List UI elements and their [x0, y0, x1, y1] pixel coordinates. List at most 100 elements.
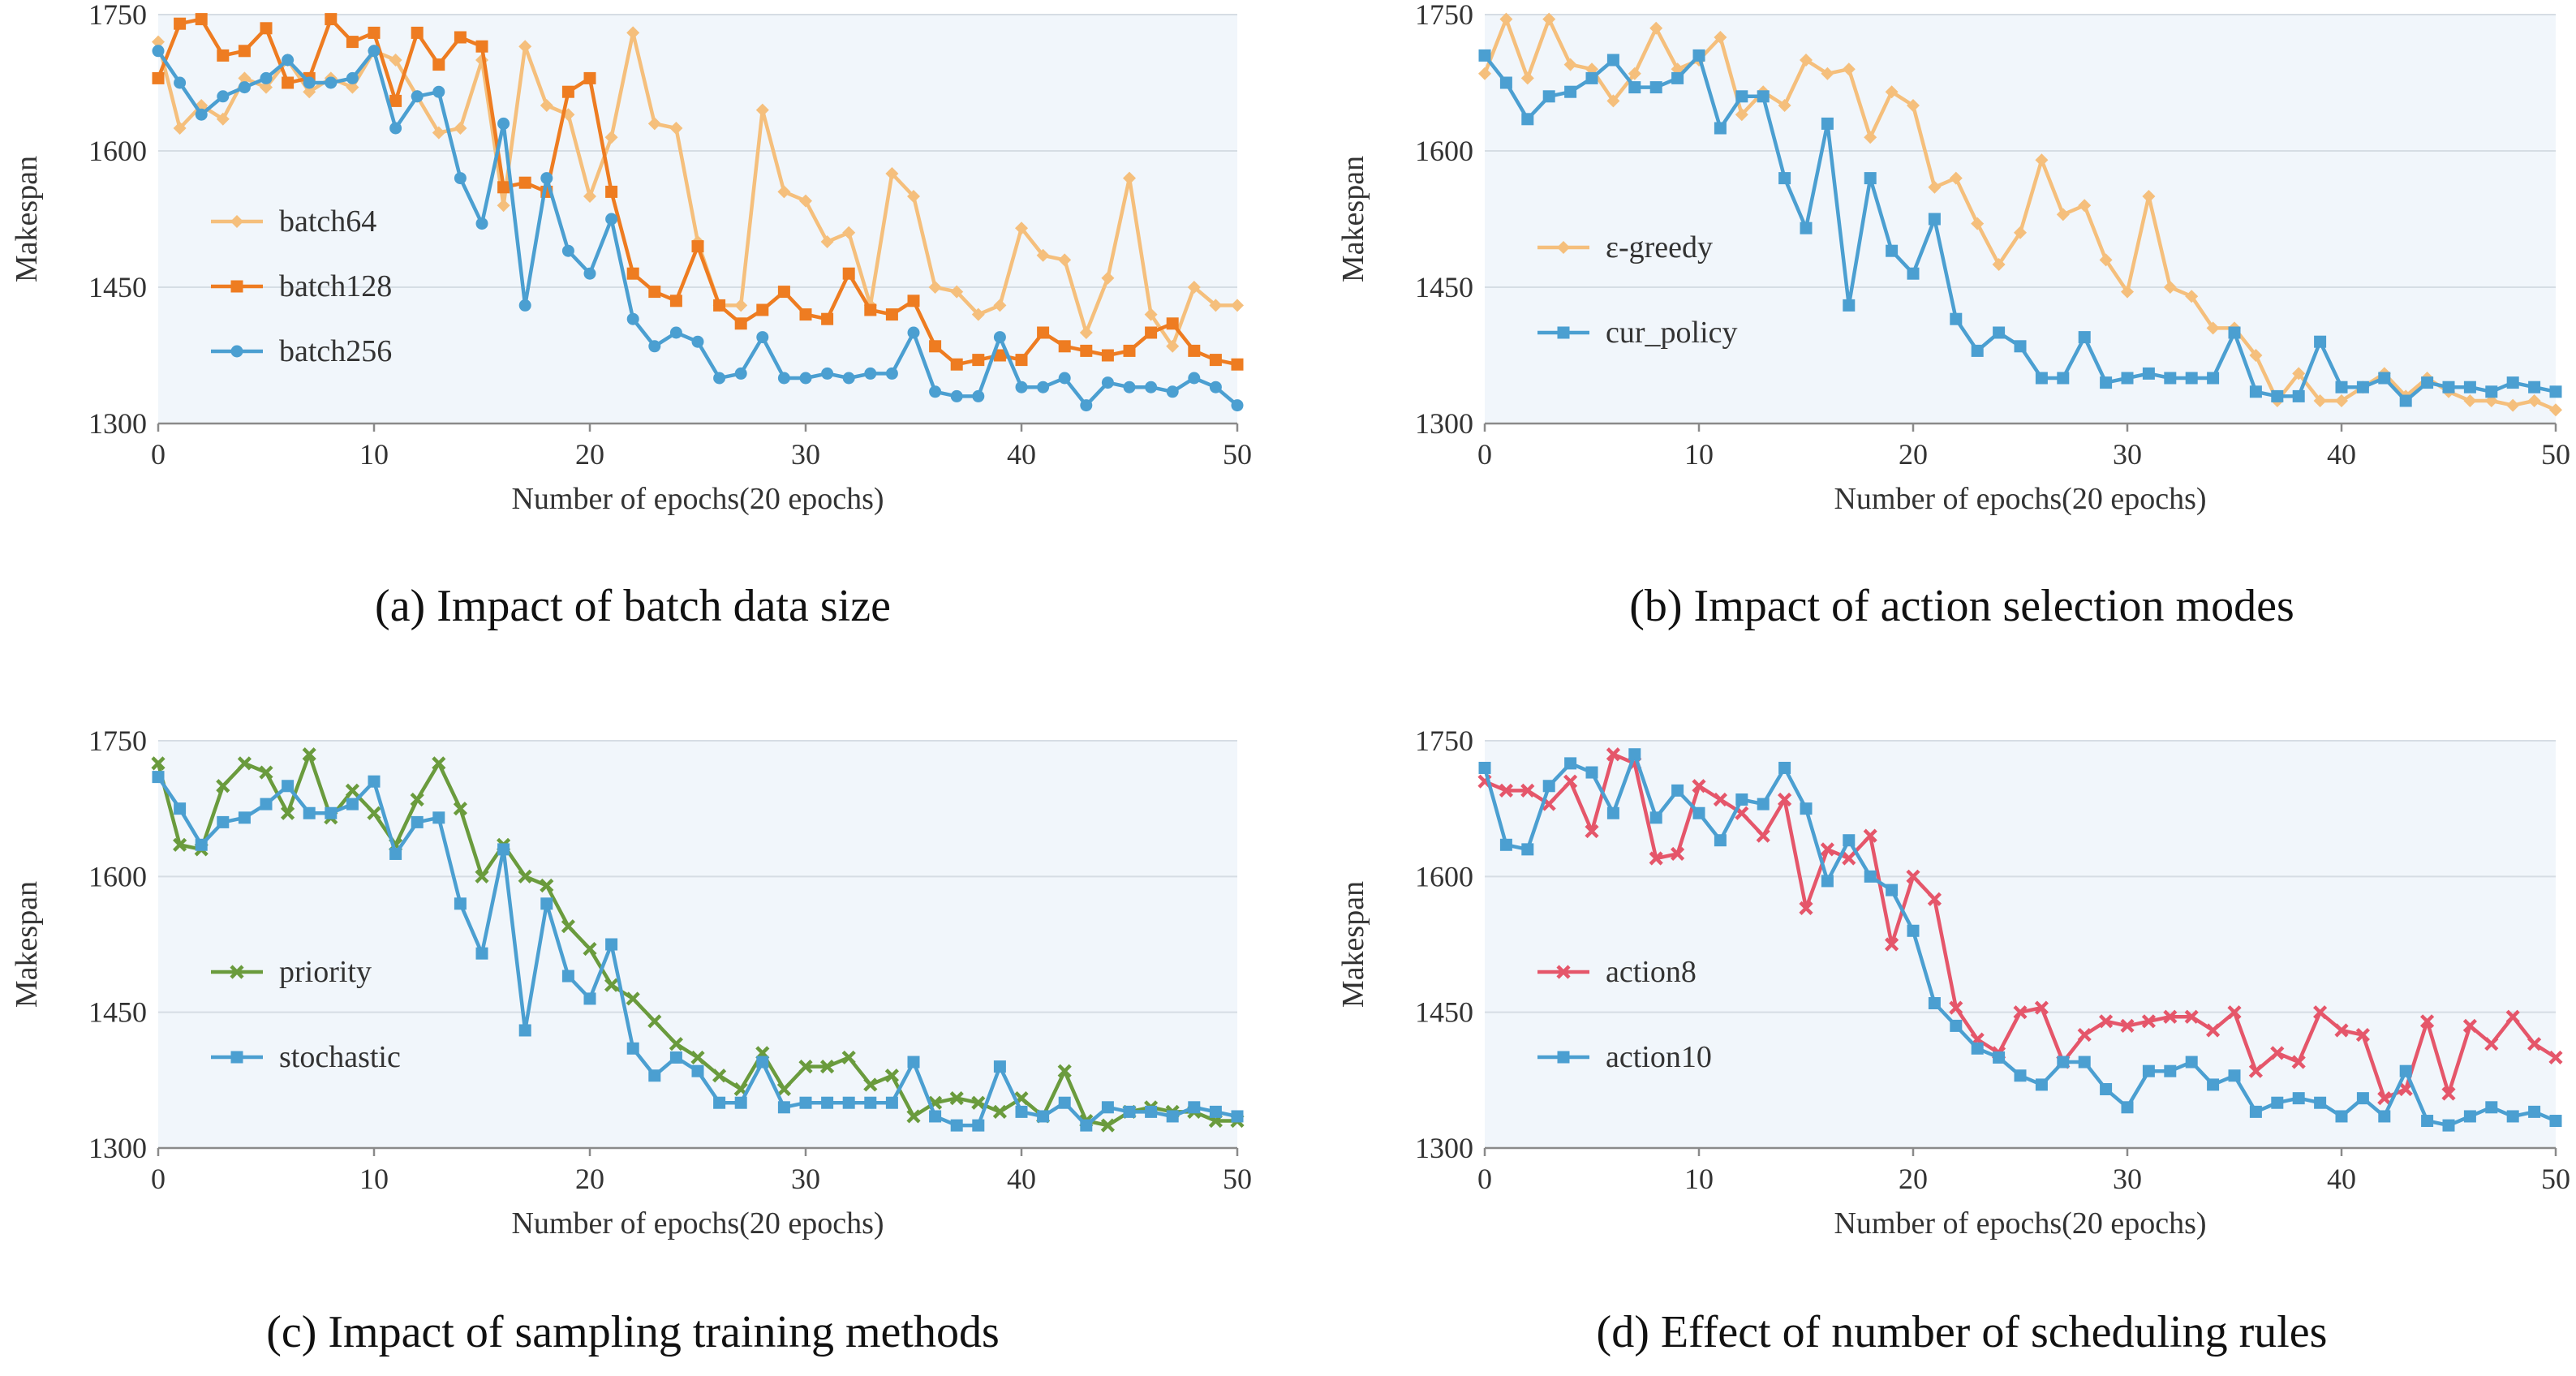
data-point: [2463, 381, 2476, 393]
data-point: [432, 85, 445, 98]
legend-marker: [230, 215, 243, 228]
data-point: [411, 815, 424, 828]
legend-marker: [230, 345, 243, 358]
x-tick-label: 20: [575, 1163, 604, 1195]
data-point: [1714, 834, 1727, 847]
x-tick-label: 10: [1684, 438, 1714, 471]
data-point: [518, 176, 531, 189]
data-point: [411, 90, 424, 103]
data-point: [260, 71, 273, 84]
data-point: [2549, 385, 2562, 398]
data-point: [1628, 81, 1641, 94]
data-point: [2163, 1009, 2178, 1024]
data-point: [1971, 1042, 1984, 1055]
data-point: [1521, 843, 1534, 856]
data-point: [2206, 1023, 2221, 1038]
data-point: [2420, 1014, 2435, 1029]
data-point: [2463, 1110, 2476, 1123]
data-point: [1058, 372, 1071, 385]
data-point: [1735, 793, 1748, 806]
data-point: [605, 185, 618, 198]
data-point: [1886, 884, 1899, 897]
data-point: [1564, 757, 1577, 770]
data-point: [583, 992, 596, 1005]
data-point: [2399, 394, 2412, 407]
data-point: [1542, 12, 1556, 26]
data-point: [389, 54, 402, 67]
data-point: [259, 765, 273, 780]
data-point: [561, 244, 574, 257]
data-point: [626, 26, 640, 40]
data-point: [756, 1056, 769, 1069]
data-point: [2142, 190, 2156, 203]
data-point: [1037, 381, 1050, 393]
x-tick-label: 40: [1007, 1163, 1036, 1195]
data-point: [842, 226, 856, 239]
x-tick-label: 50: [2541, 1163, 2570, 1195]
data-point: [821, 312, 834, 325]
legend-marker: [230, 1051, 243, 1064]
data-point: [1080, 1119, 1093, 1132]
data-point: [1015, 221, 1028, 235]
data-point: [691, 1064, 704, 1077]
data-point: [669, 1037, 683, 1051]
data-point: [1606, 94, 1620, 108]
data-point: [884, 1069, 899, 1083]
data-point: [410, 792, 424, 807]
data-point: [842, 1096, 855, 1109]
data-point: [690, 1050, 705, 1065]
chart-panel-3: 1300 1450 1600 1750 0 10 20 30 40 50 Number of epo…: [1336, 725, 2570, 1241]
data-point: [1058, 1096, 1071, 1109]
data-point: [949, 1091, 964, 1106]
data-point: [217, 815, 230, 828]
x-tick-label: 30: [2113, 1163, 2142, 1195]
data-point: [303, 85, 316, 99]
legend-label: action10: [1606, 1040, 1712, 1074]
data-point: [216, 779, 230, 793]
data-point: [151, 756, 166, 771]
data-point: [1992, 258, 2006, 271]
data-point: [885, 308, 898, 321]
y-tick-label: 1600: [88, 135, 147, 167]
y-axis-label: Makespan: [10, 156, 44, 282]
data-point: [821, 1096, 834, 1109]
data-point: [972, 389, 985, 402]
y-tick-label: 1600: [88, 860, 147, 892]
data-point: [518, 869, 532, 884]
data-point: [1971, 217, 1985, 230]
data-point: [972, 354, 985, 367]
panel-caption: (d) Effect of number of scheduling rules: [1597, 1307, 2328, 1357]
y-tick-label: 1450: [1415, 996, 1473, 1029]
legend-label: cur_policy: [1606, 316, 1738, 350]
plot-background: [158, 741, 1237, 1148]
legend-label: stochastic: [279, 1040, 401, 1074]
data-point: [303, 806, 316, 819]
data-point: [1145, 381, 1158, 393]
plot-background: [1485, 741, 2556, 1148]
data-point: [346, 71, 359, 84]
data-point: [1036, 248, 1050, 262]
legend-item-stochastic: stochastic: [211, 1040, 401, 1074]
data-point: [2292, 1092, 2305, 1105]
data-point: [755, 103, 769, 117]
panel-caption: (a) Impact of batch data size: [375, 581, 891, 631]
data-point: [1520, 71, 1534, 85]
data-point: [2442, 1119, 2455, 1132]
data-point: [302, 747, 316, 762]
legend-label: action8: [1606, 955, 1697, 989]
legend-item-action10: action10: [1537, 1040, 1712, 1074]
data-point: [1671, 846, 1685, 862]
legend-item-action8: action8: [1537, 955, 1697, 989]
data-point: [518, 299, 531, 312]
data-point: [1671, 71, 1684, 84]
data-point: [1864, 131, 1877, 144]
data-point: [238, 45, 251, 58]
data-point: [1907, 924, 1920, 937]
data-point: [799, 194, 812, 208]
legend-label: batch64: [279, 204, 376, 239]
data-point: [540, 99, 553, 112]
y-tick-label: 1300: [88, 1132, 147, 1164]
data-point: [799, 1096, 812, 1109]
data-point: [799, 372, 812, 385]
data-point: [540, 172, 553, 185]
